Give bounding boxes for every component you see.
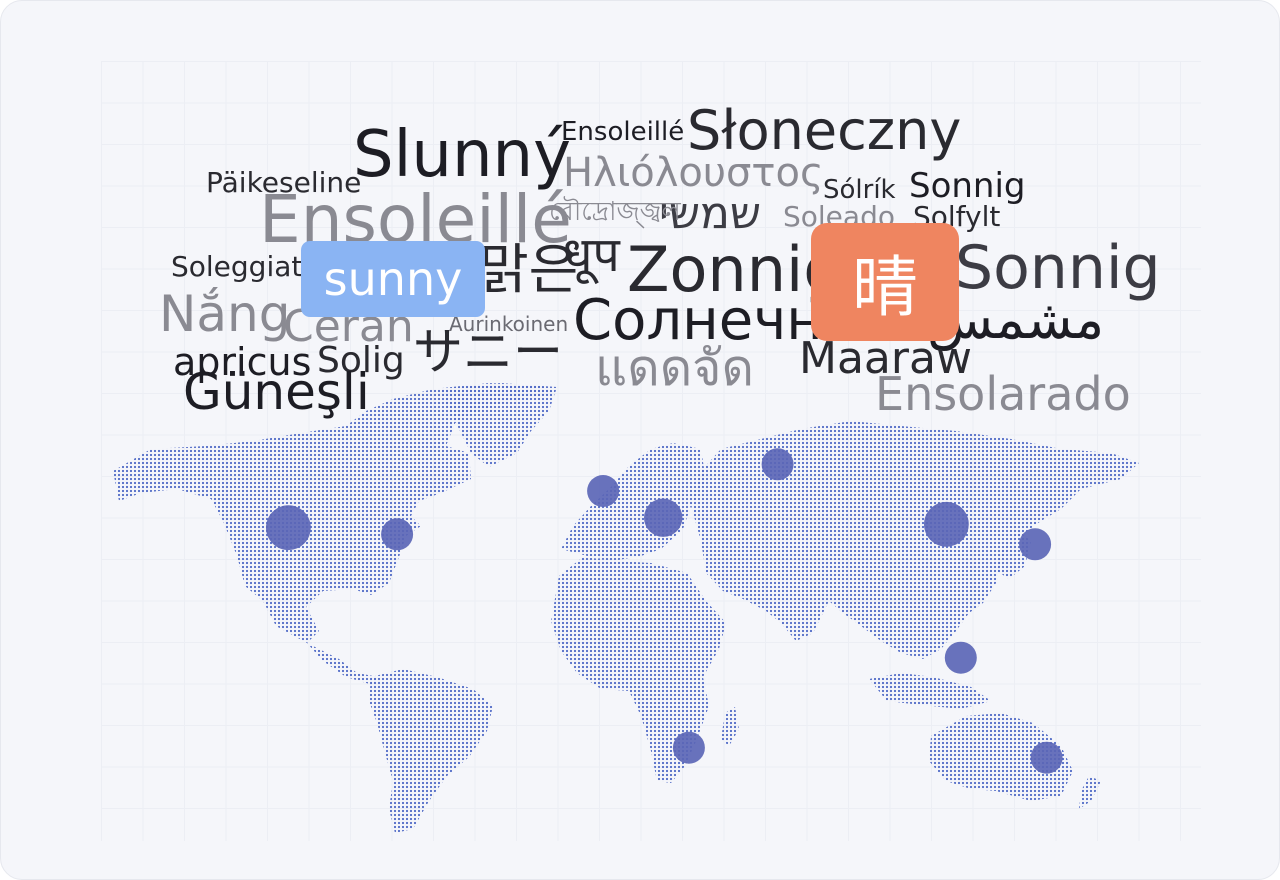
continents <box>113 383 1139 833</box>
marker-south-africa <box>672 731 705 764</box>
word: Solig <box>317 340 405 381</box>
marker-north-america-east <box>381 518 414 551</box>
qing-chip: 晴 <box>811 223 959 341</box>
word: Sonnig <box>955 233 1161 303</box>
word: Päikeseline <box>206 166 362 199</box>
word: Ηλιόλουστος <box>563 150 824 196</box>
word: Ensoleillé <box>561 117 685 147</box>
marker-china <box>924 501 969 547</box>
marker-indonesia <box>944 641 977 674</box>
word: サニー <box>413 323 563 381</box>
city-markers <box>266 448 1063 774</box>
word: 맑은 <box>479 238 579 301</box>
marker-central-europe <box>644 498 683 537</box>
word: Nắng <box>159 285 291 343</box>
word: Aurinkoinen <box>449 312 569 336</box>
continent-madagascar <box>721 707 739 746</box>
marker-australia <box>1030 741 1063 774</box>
word: Солнечно <box>573 288 858 353</box>
word: Slunný <box>353 118 571 192</box>
word: שמשי <box>659 188 762 239</box>
word: Sonnig <box>909 166 1026 206</box>
word: Sólrík <box>823 175 896 205</box>
word: Zonnig <box>627 233 843 306</box>
word: แดดจัด <box>595 339 754 397</box>
continent-south-america <box>369 669 493 833</box>
word: Güneşli <box>183 363 370 421</box>
continent-north-america <box>113 383 556 643</box>
continent-europe <box>561 443 706 561</box>
continent-asia <box>691 421 1139 659</box>
continent-australia <box>929 713 1073 801</box>
continent-central-america <box>307 643 379 685</box>
continent-new-zealand <box>1079 776 1101 809</box>
marker-japan <box>1019 528 1052 561</box>
continent-sea-islands <box>869 673 991 709</box>
word: Słoneczny <box>687 99 962 162</box>
word: धूप <box>563 227 620 283</box>
word: apricus <box>173 340 312 384</box>
sunny-chip: sunny <box>301 241 485 317</box>
word: Maaraw <box>799 333 972 384</box>
continent-greenland <box>441 383 557 467</box>
continent-africa <box>551 557 726 783</box>
word: Soleggiato <box>171 250 320 283</box>
marker-north-america-west <box>266 505 311 551</box>
word: Ensolarado <box>875 367 1131 421</box>
marker-russia <box>761 448 794 481</box>
word: রৌদ্রোজ্জ্বল <box>549 197 681 227</box>
marker-western-europe <box>587 475 620 507</box>
